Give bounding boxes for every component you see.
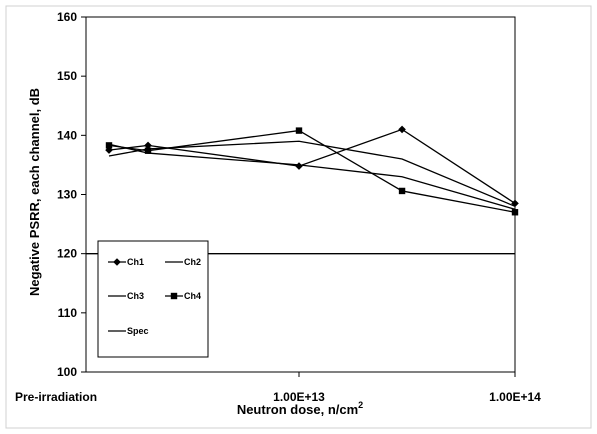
series-ch4: [105, 127, 519, 216]
x-axis-title: Neutron dose, n/cm2: [237, 400, 363, 417]
data-point-ch4: [105, 142, 113, 149]
legend-label-ch3: Ch3: [127, 291, 144, 301]
series-ch2: [108, 140, 516, 207]
y-axis-title: Negative PSRR, each channel, dB: [27, 88, 42, 296]
legend-marker-ch1: [113, 258, 121, 266]
y-tick-label: 140: [57, 128, 77, 142]
legend-label-spec: Spec: [127, 326, 149, 336]
legend-label-ch1: Ch1: [127, 257, 144, 267]
data-point-ch4: [398, 187, 406, 195]
legend-item-ch3: Ch3: [108, 291, 144, 301]
series-ch3: [108, 143, 516, 210]
legend-item-ch4: Ch4: [165, 291, 201, 301]
data-point-ch4: [511, 209, 519, 216]
data-point-ch1: [398, 125, 406, 134]
data-point-ch1: [144, 141, 152, 150]
y-tick-label: 110: [58, 306, 78, 320]
y-tick-label: 160: [57, 10, 77, 24]
x-tick-label: 1.00E+14: [489, 390, 541, 404]
legend-label-ch4: Ch4: [184, 291, 201, 301]
series-layer: [105, 125, 519, 216]
data-point-ch1: [295, 162, 303, 170]
legend-label-ch2: Ch2: [184, 257, 201, 267]
series-line-ch2: [108, 140, 516, 207]
data-point-ch4: [144, 147, 152, 154]
legend: Ch1 Ch2 Ch3 Ch4 Spec: [97, 240, 209, 358]
legend-item-spec: Spec: [108, 326, 149, 336]
y-tick-label: 130: [57, 188, 77, 202]
x-axis-title-text: Neutron dose, n/cm: [237, 402, 358, 417]
legend-marker-ch4: [170, 292, 178, 300]
x-tick-label: 1.00E+13: [273, 390, 325, 404]
y-tick-label: 120: [57, 247, 77, 261]
series-ch1: [105, 125, 519, 208]
y-tick-label: 150: [57, 69, 77, 83]
x-axis-title-superscript: 2: [358, 400, 363, 410]
y-tick-label: 100: [57, 365, 77, 379]
data-point-ch4: [295, 127, 303, 134]
legend-item-ch2: Ch2: [165, 257, 201, 267]
series-line-ch3: [108, 143, 516, 210]
x-tick-label: Pre-irradiation: [15, 390, 97, 404]
tick-layer: 100 110 120 130 140 150 160 Pre-irradiation 1.00…: [15, 10, 541, 404]
data-point-ch1: [511, 199, 519, 208]
legend-entries: Ch1 Ch2 Ch3 Ch4 Spec: [108, 257, 201, 336]
legend-item-ch1: Ch1: [108, 257, 144, 267]
